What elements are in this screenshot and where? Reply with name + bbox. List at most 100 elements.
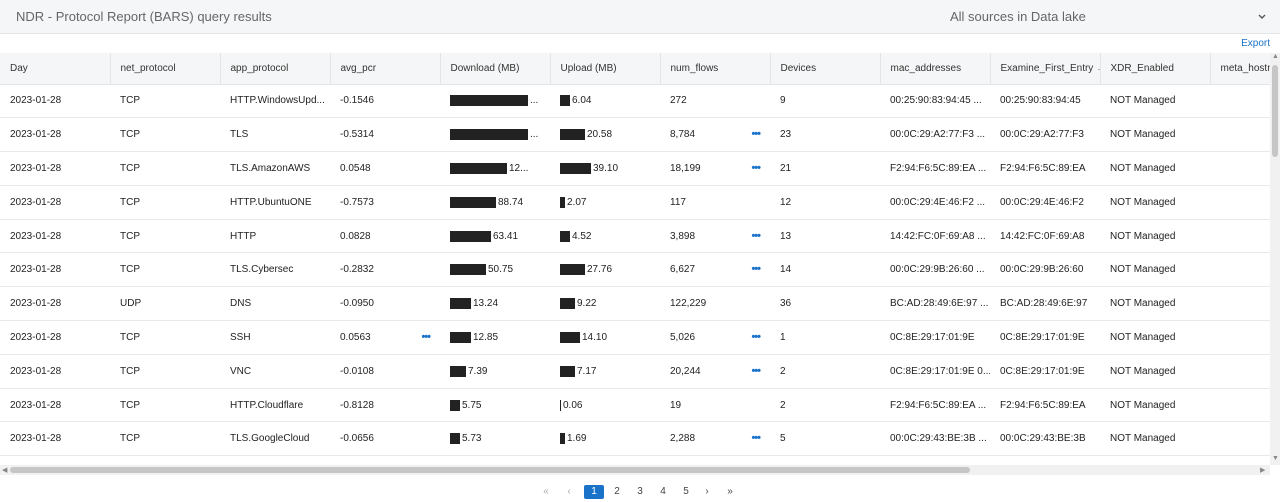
avg-pcr-cell: -0.0950 <box>330 286 440 322</box>
table-row[interactable]: 2023-01-28 TCP TLS.GoogleCloud -0.0656 5.73 1… <box>0 421 1270 457</box>
upload-cell: 39.10 <box>550 151 660 186</box>
column-header[interactable]: mac_addresses <box>880 53 991 85</box>
column-header[interactable]: meta_hostn <box>1210 53 1270 85</box>
export-button[interactable]: Export <box>1241 38 1270 49</box>
num-flows-cell-value: 122,229 <box>670 298 707 310</box>
xdr-enabled-cell-value: NOT Managed <box>1110 230 1176 242</box>
avg-pcr-cell-value: -0.8128 <box>340 399 374 411</box>
scroll-down-arrow-icon[interactable]: ▼ <box>1272 455 1279 462</box>
net-protocol-cell-value: TCP <box>120 162 140 174</box>
horizontal-scroll-thumb[interactable] <box>10 467 970 473</box>
table-row[interactable]: 2023-01-28 TCP SSH 0.0563 ••• 12.85 14.10 5,026… <box>0 320 1270 355</box>
page-5-button[interactable]: 5 <box>683 486 689 497</box>
horizontal-scrollbar[interactable]: ◀ ▶ <box>0 465 1270 475</box>
num-flows-cell-value: 117 <box>670 196 686 208</box>
examine-first-entry-cell: 14:42:FC:0F:69:A8 <box>990 219 1100 254</box>
column-header[interactable]: Download (MB) <box>440 53 551 85</box>
scroll-right-arrow-icon[interactable]: ▶ <box>1260 467 1266 474</box>
app-protocol-cell-value: TLS.GoogleCloud <box>230 433 310 445</box>
xdr-enabled-cell: NOT Managed <box>1100 286 1210 322</box>
column-header[interactable]: Examine_First_Entry → <box>990 53 1101 85</box>
download-cell: ... <box>440 117 550 153</box>
net-protocol-cell: TCP <box>110 117 220 153</box>
scroll-up-arrow-icon[interactable]: ▲ <box>1272 53 1279 60</box>
column-header[interactable]: net_protocol <box>110 53 221 85</box>
column-header[interactable]: app_protocol <box>220 53 331 85</box>
chevron-down-icon[interactable] <box>1256 9 1268 23</box>
column-header[interactable]: Day <box>0 53 111 85</box>
table-row[interactable]: 2023-01-28 TCP TLS.Cybersec -0.2832 50.75 27.… <box>0 252 1270 288</box>
more-icon[interactable]: ••• <box>751 128 761 141</box>
examine-first-entry-cell: BC:AD:28:49:6E:97 <box>990 286 1100 322</box>
num-flows-cell-value: 8,784 <box>670 129 696 141</box>
table-row[interactable]: 2023-01-28 TCP TLS.AmazonAWS 0.0548 12... 39.… <box>0 151 1270 186</box>
vertical-scrollbar[interactable]: ▲ ▼ <box>1270 53 1280 465</box>
more-icon[interactable]: ••• <box>751 364 761 377</box>
more-icon[interactable]: ••• <box>751 432 761 445</box>
more-icon[interactable]: ••• <box>751 229 761 242</box>
app-protocol-cell: HTTP.UbuntuONE <box>220 185 330 220</box>
mac-addresses-cell-value: 0C:8E:29:17:01:9E <box>890 331 975 343</box>
table-row[interactable]: 2023-01-28 UDP DNS -0.0950 13.24 9.22 122,229 3… <box>0 286 1270 322</box>
page-3-button[interactable]: 3 <box>637 486 643 497</box>
table-row[interactable]: 2023-01-28 TCP HTTP 0.0828 63.41 4.52 3,898 •••… <box>0 219 1270 254</box>
xdr-enabled-cell-value: NOT Managed <box>1110 331 1176 343</box>
day-cell-value: 2023-01-28 <box>10 298 62 310</box>
column-header[interactable]: Devices <box>770 53 881 85</box>
avg-pcr-cell: 0.0828 <box>330 219 440 254</box>
devices-cell-value: 2 <box>780 399 786 411</box>
mac-addresses-cell: 00:25:90:83:94:45 ... <box>880 84 990 119</box>
devices-cell-value: 13 <box>780 230 792 242</box>
column-header[interactable]: avg_pcr <box>330 53 441 85</box>
upload-cell: 1.69 <box>550 421 660 457</box>
download-cell-bar <box>450 129 528 141</box>
app-protocol-cell-value: HTTP.UbuntuONE <box>230 196 312 208</box>
upload-cell-bar <box>560 264 585 276</box>
avg-pcr-cell-value: -0.7573 <box>340 196 374 208</box>
more-icon[interactable]: ••• <box>751 331 761 344</box>
last-page-button[interactable]: » <box>727 486 733 497</box>
xdr-enabled-cell: NOT Managed <box>1100 117 1210 153</box>
examine-first-entry-cell-value: BC:AD:28:49:6E:97 <box>1000 298 1088 310</box>
table-row[interactable]: 2023-01-28 TCP TLS -0.5314... 20.58 8,784 ••• 2… <box>0 117 1270 153</box>
day-cell-value: 2023-01-28 <box>10 331 62 343</box>
column-header[interactable]: XDR_Enabled <box>1100 53 1211 85</box>
app-protocol-cell: HTTP.WindowsUpd... <box>220 84 330 119</box>
upload-cell-bar <box>560 196 565 208</box>
avg-pcr-cell: -0.2832 <box>330 252 440 288</box>
download-cell-value: 50.75 <box>488 264 514 276</box>
devices-cell-value: 21 <box>780 162 792 174</box>
more-icon[interactable]: ••• <box>421 331 431 344</box>
table-row[interactable]: 2023-01-28 TCP HTTP.UbuntuONE -0.7573 88.74 2… <box>0 185 1270 220</box>
table-row[interactable]: 2023-01-28 TCP HTTP.Cloudflare -0.8128 5.75 0… <box>0 388 1270 423</box>
first-page-button[interactable]: « <box>543 486 549 497</box>
page-2-button[interactable]: 2 <box>614 486 620 497</box>
num-flows-cell: 122,229 <box>660 286 770 322</box>
avg-pcr-cell: 0.0548 <box>330 151 440 186</box>
table-row[interactable]: 2023-01-28 TCP HTTP.WindowsUpd... -0.1546..… <box>0 84 1270 119</box>
xdr-enabled-cell-value: NOT Managed <box>1110 298 1176 310</box>
page-4-button[interactable]: 4 <box>660 486 666 497</box>
xdr-enabled-cell: NOT Managed <box>1100 354 1210 389</box>
xdr-enabled-cell: NOT Managed <box>1100 421 1210 457</box>
column-header[interactable]: Upload (MB) <box>550 53 661 85</box>
xdr-enabled-cell-value: NOT Managed <box>1110 162 1176 174</box>
download-cell-bar <box>450 365 466 377</box>
net-protocol-cell-value: TCP <box>120 399 140 411</box>
net-protocol-cell: TCP <box>110 320 220 355</box>
examine-first-entry-cell: F2:94:F6:5C:89:EA <box>990 151 1100 186</box>
sources-selector[interactable]: All sources in Data lake <box>950 9 1086 24</box>
column-header[interactable]: num_flows <box>660 53 771 85</box>
num-flows-cell: 20,244 ••• <box>660 354 770 389</box>
prev-page-button[interactable]: ‹ <box>567 486 571 497</box>
next-page-button[interactable]: › <box>705 486 709 497</box>
num-flows-cell: 6,627 ••• <box>660 252 770 288</box>
scroll-left-arrow-icon[interactable]: ◀ <box>2 467 8 474</box>
more-icon[interactable]: ••• <box>751 162 761 175</box>
table-row[interactable]: 2023-01-28 TCP VNC -0.0108 7.39 7.17 20,244 •••… <box>0 354 1270 389</box>
more-icon[interactable]: ••• <box>751 263 761 276</box>
upload-cell-bar <box>560 331 580 343</box>
vertical-scroll-thumb[interactable] <box>1272 65 1278 157</box>
page-1-button[interactable]: 1 <box>584 485 604 499</box>
meta-hostname-cell <box>1210 219 1270 254</box>
